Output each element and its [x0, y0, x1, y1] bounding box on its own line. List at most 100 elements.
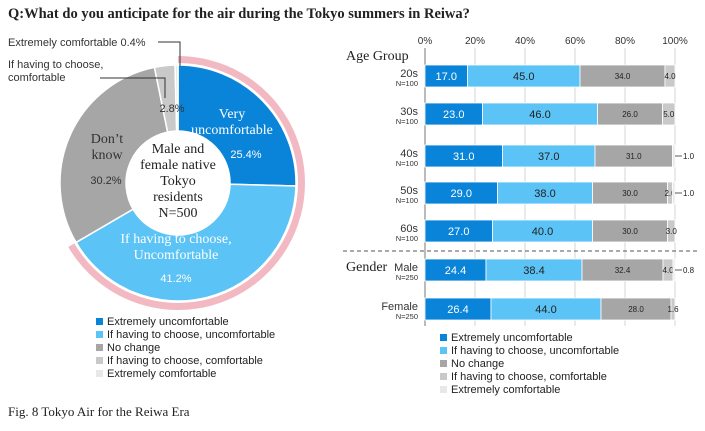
legend-label: If having to choose, uncomfortable	[451, 345, 619, 357]
bar-value-label: 4.0	[662, 266, 674, 275]
x-tick-label: 20%	[465, 36, 485, 47]
bar-value-label: 30.0	[622, 227, 638, 236]
slice-name-label: uncomfortable	[191, 123, 273, 138]
slice-value-label: 30.2%	[90, 175, 121, 187]
bar-value-label: 34.0	[615, 72, 631, 81]
bar-value-label: 26.4	[447, 304, 468, 316]
legend-swatch	[96, 331, 103, 338]
legend-label: If having to choose, comfortable	[451, 371, 607, 383]
row-label: 40s	[400, 148, 418, 160]
callout-extremely-comfortable: Extremely comfortable 0.4%	[8, 37, 146, 49]
center-label-line: residents	[153, 190, 203, 205]
bar-value-label: 24.4	[445, 265, 466, 277]
bar-value-label: 30.0	[622, 189, 638, 198]
slice-name-label: Don’t	[91, 132, 124, 147]
figure-caption: Fig. 8 Tokyo Air for the Reiwa Era	[8, 404, 190, 419]
pie-slice-2	[75, 183, 297, 302]
row-n-label: N=100	[396, 234, 418, 243]
legend-label: If having to choose, uncomfortable	[107, 329, 275, 341]
callout-leader-2	[100, 77, 166, 98]
legend-label: No change	[451, 358, 504, 370]
row-n-label: N=100	[396, 79, 418, 88]
x-tick-label: 60%	[565, 36, 585, 47]
pie-slice-3	[59, 66, 169, 244]
bar-value-label: 32.4	[615, 266, 631, 275]
legend-swatch	[96, 357, 103, 364]
legend-swatch	[440, 386, 447, 393]
row-n-label: N=100	[396, 196, 418, 205]
slice-value-label: 2.8%	[159, 103, 184, 115]
center-label-line: Tokyo	[160, 174, 196, 189]
group-label: Gender	[346, 260, 388, 275]
bar-value-label: 31.0	[626, 152, 642, 161]
row-label: Female	[381, 301, 418, 313]
legend-label: Extremely comfortable	[107, 368, 216, 380]
bar-value-label: 5.0	[663, 110, 675, 119]
legend-label: If having to choose, comfortable	[107, 355, 263, 367]
group-label: Age Group	[346, 49, 409, 64]
bar-segment	[672, 181, 676, 205]
center-label-line: N=500	[158, 206, 197, 221]
bar-value-label: 28.0	[628, 305, 644, 314]
bar-value-label: 45.0	[513, 71, 534, 83]
legend-swatch	[440, 360, 447, 367]
center-label-line: Male and	[152, 142, 204, 157]
bar-value-label: 38.0	[534, 188, 555, 200]
pie-slice-5	[174, 64, 179, 132]
row-label: 60s	[400, 223, 418, 235]
bar-segment	[672, 144, 676, 168]
legend-swatch	[96, 370, 103, 377]
callout-choose-comfortable-1: If having to choose,	[8, 59, 103, 71]
bar-value-label: 38.4	[523, 265, 544, 277]
legend-swatch	[96, 318, 103, 325]
legend-swatch	[440, 347, 447, 354]
bar-value-label: 44.0	[535, 304, 556, 316]
legend-label: Extremely uncomfortable	[107, 316, 229, 328]
row-label: 30s	[400, 106, 418, 118]
bar-value-label: 17.0	[436, 71, 457, 83]
legend-label: Extremely comfortable	[451, 384, 560, 396]
row-label: 50s	[400, 185, 418, 197]
row-label: Male	[394, 262, 418, 274]
bar-value-label: 4.0	[664, 72, 676, 81]
bar-value-label: 2.0	[664, 189, 676, 198]
bar-value-label: 23.0	[443, 109, 464, 121]
outside-value-label: 0.8	[683, 266, 695, 275]
legend-label: No change	[107, 342, 160, 354]
bar-segment	[664, 64, 676, 88]
row-n-label: N=100	[396, 117, 418, 126]
bar-segment	[667, 219, 676, 243]
legend-swatch	[440, 373, 447, 380]
outside-value-label: 1.0	[683, 152, 695, 161]
bar-value-label: 1.6	[667, 305, 679, 314]
x-tick-label: 40%	[515, 36, 535, 47]
slice-value-label: 25.4%	[230, 149, 261, 161]
bar-value-label: 27.0	[448, 226, 469, 238]
bar-segment	[672, 258, 676, 282]
bar-segment	[670, 297, 676, 321]
center-label-line: female native	[140, 158, 216, 173]
outside-value-label: 1.0	[683, 189, 695, 198]
x-tick-label: 0%	[418, 36, 433, 47]
x-tick-label: 80%	[615, 36, 635, 47]
row-n-label: N=250	[396, 312, 418, 321]
row-label: 20s	[400, 68, 418, 80]
slice-name-label: Very	[219, 107, 245, 122]
bar-value-label: 29.0	[451, 188, 472, 200]
bar-segment	[662, 102, 676, 126]
row-n-label: N=250	[396, 273, 418, 282]
legend-swatch	[440, 334, 447, 341]
row-n-label: N=100	[396, 159, 418, 168]
bar-value-label: 31.0	[453, 151, 474, 163]
callout-leader-1	[158, 41, 181, 66]
bar-value-label: 26.0	[622, 110, 638, 119]
chart-title: Q:What do you anticipate for the air dur…	[8, 6, 470, 22]
bar-value-label: 37.0	[538, 151, 559, 163]
bar-value-label: 46.0	[529, 109, 550, 121]
slice-name-label: Uncomfortable	[134, 248, 219, 263]
callout-choose-comfortable-2: comfortable	[8, 72, 65, 84]
bar-value-label: 3.0	[666, 227, 678, 236]
slice-value-label: 41.2%	[160, 273, 191, 285]
legend-label: Extremely uncomfortable	[451, 332, 573, 344]
